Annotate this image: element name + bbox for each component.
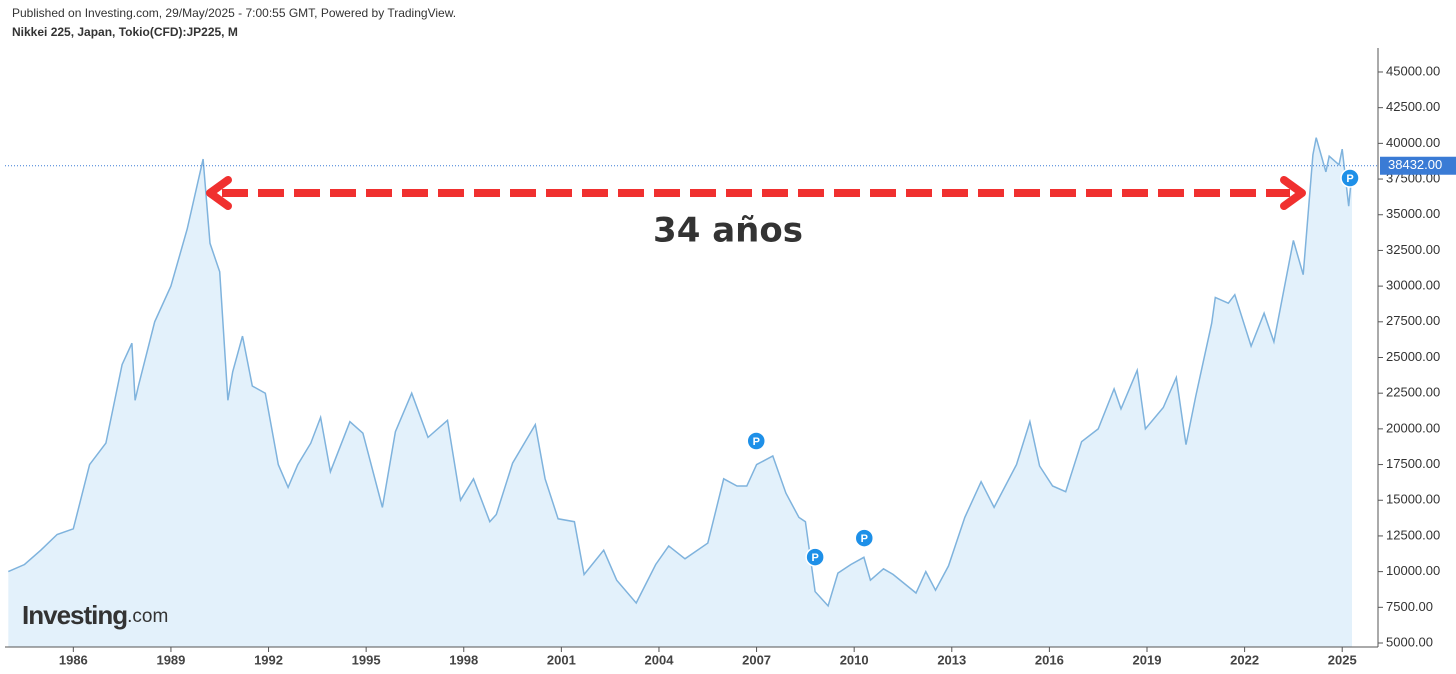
- event-marker: [746, 431, 766, 451]
- arrow: [206, 176, 1306, 210]
- y-tick-label: 32500.00: [1386, 242, 1440, 257]
- event-marker: [854, 528, 875, 548]
- x-tick-label: 1998: [449, 652, 478, 667]
- x-tick-label: 1992: [254, 652, 283, 667]
- y-tick-label: 27500.00: [1386, 313, 1440, 328]
- event-marker: [805, 547, 825, 567]
- y-tick-label: 20000.00: [1386, 420, 1440, 435]
- x-tick-label: 1995: [352, 652, 381, 667]
- y-tick-label: 12500.00: [1386, 527, 1440, 542]
- logo: Investing.com: [22, 600, 168, 630]
- y-tick-label: 25000.00: [1386, 349, 1440, 364]
- x-tick-label: 2001: [547, 652, 576, 667]
- y-tick-label: 10000.00: [1386, 563, 1440, 578]
- event-marker-label: P: [861, 533, 868, 545]
- y-tick-label: 15000.00: [1386, 492, 1440, 507]
- y-tick-label: 40000.00: [1386, 135, 1440, 150]
- x-tick-label: 2025: [1328, 652, 1357, 667]
- x-tick-label: 2019: [1133, 652, 1162, 667]
- y-tick-label: 22500.00: [1386, 385, 1440, 400]
- published-note: Published on Investing.com, 29/May/2025 …: [12, 6, 456, 20]
- y-tick-label: 30000.00: [1386, 278, 1440, 293]
- event-marker-label: P: [753, 436, 760, 448]
- y-tick-label: 35000.00: [1386, 206, 1440, 221]
- y-tick-label: 7500.00: [1386, 599, 1433, 614]
- y-tick-label: 45000.00: [1386, 63, 1440, 78]
- annotation: 34 años: [653, 211, 803, 251]
- x-tick-label: 1989: [156, 652, 185, 667]
- x-tick-label: 2013: [937, 652, 966, 667]
- area: [8, 137, 1352, 647]
- event-marker: [1340, 168, 1360, 188]
- plot-area: [7, 137, 1353, 647]
- y-tick-label: 5000.00: [1386, 634, 1433, 649]
- symbol-title: Nikkei 225, Japan, Tokio(CFD):JP225, M: [12, 25, 238, 39]
- last-value-label: 38432.00: [1388, 157, 1442, 172]
- x-tick-label: 2016: [1035, 652, 1064, 667]
- line: [7, 137, 1353, 608]
- x-tick-label: 2007: [742, 652, 771, 667]
- logo-name: Investing: [22, 600, 127, 630]
- x-tick-label: 2010: [840, 652, 869, 667]
- last-value-box: [1380, 156, 1456, 175]
- x-tick-label: 2022: [1230, 652, 1259, 667]
- x-tick-label: 1986: [59, 652, 88, 667]
- x-tick-label: 2004: [645, 652, 675, 667]
- logo-suffix: .com: [127, 606, 168, 627]
- y-tick-label: 42500.00: [1386, 99, 1440, 114]
- y-tick-label: 17500.00: [1386, 456, 1440, 471]
- event-marker-label: P: [811, 552, 818, 564]
- event-marker-label: P: [1346, 173, 1353, 185]
